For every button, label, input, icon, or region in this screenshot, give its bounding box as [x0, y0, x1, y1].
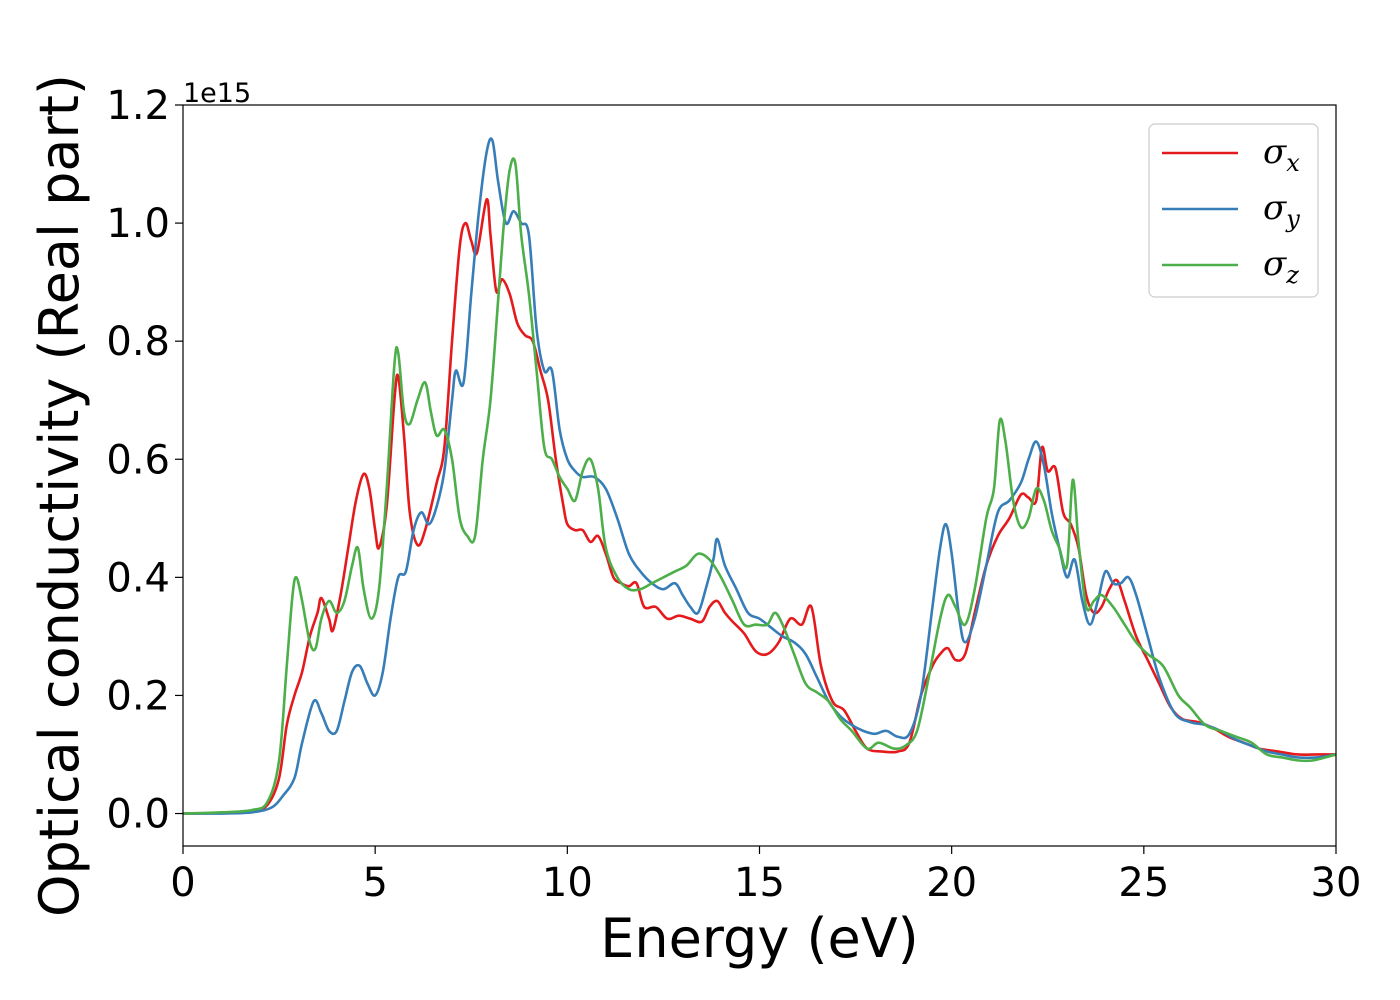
- x-tick-label: 15: [734, 860, 785, 906]
- legend-label-z: σz: [1263, 244, 1299, 289]
- x-tick-label: 10: [542, 860, 593, 906]
- x-tick-label: 25: [1118, 860, 1169, 906]
- y-tick-label: 1.0: [106, 201, 170, 247]
- y-tick-label: 0.0: [106, 792, 170, 838]
- y-tick-label: 0.2: [106, 673, 170, 719]
- y-offset-label: 1e15: [183, 78, 251, 109]
- x-tick-label: 20: [926, 860, 977, 906]
- y-tick-label: 0.8: [106, 319, 170, 365]
- x-tick-label: 5: [362, 860, 387, 906]
- legend: σx σy σz: [1148, 123, 1319, 298]
- legend-label-y: σy: [1263, 188, 1300, 233]
- tick-layer: 0 5 10 15 20 25 30 0.0 0.2 0.4 0.6 0.8 1.0 1.2: [106, 83, 1361, 906]
- x-axis-title: Energy (eV): [600, 907, 919, 970]
- y-tick-label: 1.2: [106, 83, 170, 129]
- series-layer: [183, 137, 1336, 815]
- plot-frame: [182, 104, 1337, 847]
- y-tick-label: 0.4: [106, 555, 170, 601]
- legend-label-x: σx: [1263, 132, 1300, 177]
- x-tick-label: 0: [170, 860, 195, 906]
- y-axis-title: Optical conductivity (Real part): [28, 74, 91, 917]
- x-tick-label: 30: [1311, 860, 1362, 906]
- legend-box: [1148, 123, 1319, 298]
- series-line-y: [183, 137, 1336, 815]
- y-tick-label: 0.6: [106, 437, 170, 483]
- series-line-z: [183, 157, 1336, 815]
